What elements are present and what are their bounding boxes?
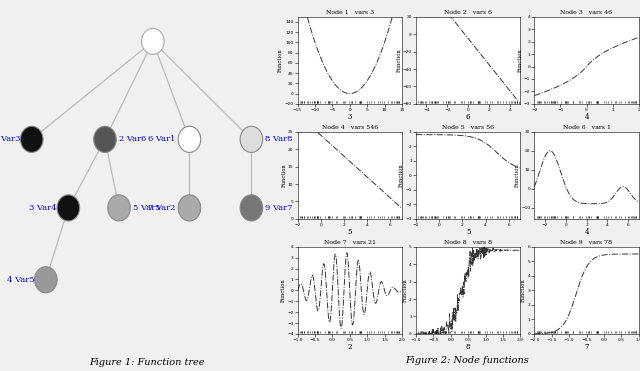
Text: 3 Var4: 3 Var4 bbox=[29, 204, 57, 212]
Circle shape bbox=[141, 28, 164, 55]
Title: Node 3   vars 46: Node 3 vars 46 bbox=[561, 10, 612, 15]
X-axis label: 5: 5 bbox=[348, 229, 352, 236]
Circle shape bbox=[240, 126, 262, 152]
X-axis label: 6: 6 bbox=[466, 114, 470, 121]
Y-axis label: Function: Function bbox=[515, 163, 520, 187]
Title: Node 2   vars 6: Node 2 vars 6 bbox=[444, 10, 492, 15]
Y-axis label: Function: Function bbox=[403, 278, 408, 302]
Title: Node 4   vars 546: Node 4 vars 546 bbox=[322, 125, 378, 130]
Y-axis label: Function: Function bbox=[399, 163, 404, 187]
Title: Node 9   vars 78: Node 9 vars 78 bbox=[561, 240, 612, 245]
Text: 5 Var5: 5 Var5 bbox=[133, 204, 161, 212]
Y-axis label: Function: Function bbox=[396, 48, 401, 72]
Text: 4 Var5: 4 Var5 bbox=[7, 276, 35, 284]
Title: Node 6   vars 1: Node 6 vars 1 bbox=[563, 125, 611, 130]
Y-axis label: Function: Function bbox=[282, 163, 287, 187]
Circle shape bbox=[108, 195, 131, 221]
Circle shape bbox=[178, 195, 201, 221]
Circle shape bbox=[240, 195, 262, 221]
Text: 1 Var3: 1 Var3 bbox=[0, 135, 20, 143]
Y-axis label: Function: Function bbox=[278, 48, 283, 72]
Circle shape bbox=[20, 126, 43, 152]
X-axis label: 4: 4 bbox=[584, 114, 589, 121]
Text: 9 Var7: 9 Var7 bbox=[266, 204, 293, 212]
Y-axis label: Function: Function bbox=[281, 278, 285, 302]
Title: Node 5   vars 56: Node 5 vars 56 bbox=[442, 125, 494, 130]
X-axis label: 2: 2 bbox=[348, 344, 352, 351]
Y-axis label: Function: Function bbox=[521, 278, 526, 302]
Y-axis label: Function: Function bbox=[518, 48, 522, 72]
Text: Figure 2: Node functions: Figure 2: Node functions bbox=[405, 357, 529, 365]
Text: 2 Var6: 2 Var6 bbox=[119, 135, 147, 143]
Circle shape bbox=[57, 195, 79, 221]
X-axis label: 4: 4 bbox=[584, 229, 589, 236]
Text: 8 Var8: 8 Var8 bbox=[266, 135, 293, 143]
Title: Node 7   vars 21: Node 7 vars 21 bbox=[324, 240, 376, 245]
Circle shape bbox=[35, 267, 57, 293]
Text: 6 Var1: 6 Var1 bbox=[148, 135, 175, 143]
X-axis label: 8: 8 bbox=[466, 344, 470, 351]
Title: Node 1   vars 3: Node 1 vars 3 bbox=[326, 10, 374, 15]
X-axis label: 5: 5 bbox=[466, 229, 470, 236]
Title: Node 8   vars 8: Node 8 vars 8 bbox=[444, 240, 492, 245]
Circle shape bbox=[178, 126, 201, 152]
Text: Figure 1: Function tree: Figure 1: Function tree bbox=[90, 358, 205, 367]
X-axis label: 7: 7 bbox=[584, 344, 589, 351]
Circle shape bbox=[93, 126, 116, 152]
X-axis label: 3: 3 bbox=[348, 114, 352, 121]
Text: 7 Var2: 7 Var2 bbox=[148, 204, 175, 212]
